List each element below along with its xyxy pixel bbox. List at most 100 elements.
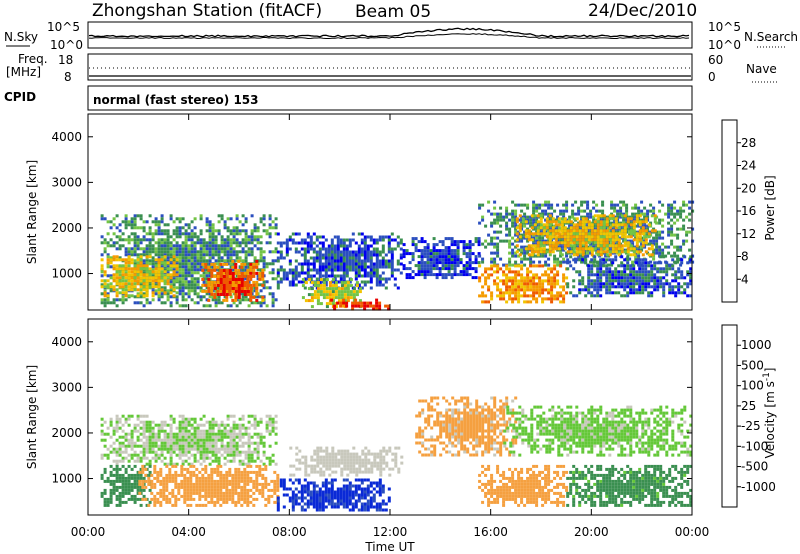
heatmap-cell — [587, 247, 591, 251]
heatmap-cell — [592, 218, 596, 222]
heatmap-cell — [115, 304, 119, 308]
heatmap-cell — [505, 264, 509, 268]
heatmap-cell — [148, 262, 152, 266]
heatmap-cell — [124, 217, 128, 221]
heatmap-cell — [339, 277, 343, 281]
heatmap-cell — [327, 259, 331, 263]
heatmap-cell — [225, 293, 229, 296]
heatmap-cell — [539, 232, 543, 236]
heatmap-cell — [587, 241, 591, 245]
heatmap-cell — [115, 226, 119, 230]
heatmap-cell — [190, 253, 194, 257]
heatmap-cell — [100, 417, 104, 421]
heatmap-cell — [523, 276, 527, 280]
heatmap-cell — [662, 255, 666, 259]
heatmap-cell — [220, 265, 224, 269]
heatmap-cell — [217, 256, 221, 260]
heatmap-cell — [133, 253, 137, 257]
heatmap-cell — [622, 221, 626, 225]
heatmap-cell — [274, 259, 278, 263]
heatmap-cell — [193, 438, 197, 442]
heatmap-cell — [629, 276, 633, 280]
heatmap-cell — [160, 447, 164, 451]
heatmap-cell — [321, 274, 325, 278]
heatmap-cell — [521, 217, 525, 221]
heatmap-cell — [387, 235, 391, 239]
heatmap-cell — [493, 236, 497, 240]
heatmap-cell — [160, 286, 164, 290]
heatmap-cell — [109, 244, 113, 248]
heatmap-cell — [608, 258, 612, 262]
heatmap-cell — [414, 243, 418, 247]
heatmap-cell — [632, 273, 636, 277]
heatmap-cell — [659, 282, 663, 286]
heatmap-cell — [259, 441, 263, 445]
heatmap-cell — [369, 250, 373, 254]
heatmap-cell — [166, 450, 170, 454]
heatmap-cell — [217, 423, 221, 427]
colorbar-tick-label: 12 — [741, 227, 756, 241]
heatmap-cell — [354, 259, 358, 263]
heatmap-cell — [217, 286, 221, 290]
heatmap-cell — [638, 223, 642, 227]
heatmap-cell — [255, 289, 259, 293]
heatmap-cell — [244, 462, 248, 466]
heatmap-cell — [216, 289, 220, 293]
heatmap-cell — [319, 278, 323, 282]
heatmap-cell — [553, 282, 557, 286]
heatmap-cell — [121, 291, 125, 295]
heatmap-cell — [142, 259, 146, 263]
heatmap-cell — [115, 279, 119, 283]
heatmap-cell — [259, 295, 263, 299]
heatmap-cell — [514, 221, 518, 225]
heatmap-cell — [402, 267, 406, 271]
heatmap-cell — [184, 459, 188, 463]
heatmap-cell — [306, 274, 310, 278]
heatmap-cell — [301, 278, 305, 282]
heatmap-cell — [274, 277, 278, 281]
heatmap-cell — [378, 307, 382, 311]
heatmap-cell — [623, 235, 627, 239]
heatmap-cell — [535, 288, 539, 292]
heatmap-cell — [109, 226, 113, 230]
heatmap-cell — [178, 229, 182, 233]
heatmap-cell — [178, 274, 182, 278]
heatmap-cell — [679, 245, 683, 249]
heatmap-cell — [453, 261, 457, 265]
heatmap-cell — [193, 435, 197, 439]
heatmap-cell — [560, 223, 564, 227]
heatmap-cell — [420, 273, 424, 277]
heatmap-cell — [184, 235, 188, 239]
heatmap-cell — [381, 271, 385, 275]
heatmap-cell — [601, 200, 605, 204]
heatmap-cell — [136, 429, 140, 433]
heatmap-cell — [306, 244, 310, 248]
heatmap-cell — [276, 283, 280, 287]
heatmap-cell — [333, 277, 337, 281]
heatmap-cell — [148, 241, 152, 245]
heatmap-cell — [216, 293, 220, 296]
heatmap-cell — [605, 282, 609, 286]
heatmap-cell — [112, 258, 116, 262]
heatmap-cell — [357, 301, 361, 305]
heatmap-cell — [541, 264, 545, 268]
heatmap-cell — [517, 264, 521, 268]
heatmap-cell — [592, 245, 596, 249]
heatmap-cell — [456, 261, 460, 265]
heatmap-cell — [187, 259, 191, 263]
heatmap-cell — [282, 241, 286, 245]
heatmap-cell — [429, 270, 433, 274]
heatmap-cell — [566, 261, 570, 265]
heatmap-cell — [661, 224, 665, 228]
heatmap-cell — [154, 264, 158, 268]
heatmap-cell — [502, 297, 506, 301]
heatmap-cell — [653, 229, 657, 233]
heatmap-cell — [169, 426, 173, 430]
heatmap-cell — [608, 291, 612, 295]
heatmap-cell — [360, 280, 364, 284]
nsearch-tick-low: 10^0 — [708, 38, 741, 52]
heatmap-cell — [202, 438, 206, 442]
heatmap-cell — [532, 291, 536, 295]
heatmap-cell — [493, 206, 497, 210]
heatmap-cell — [584, 226, 588, 230]
